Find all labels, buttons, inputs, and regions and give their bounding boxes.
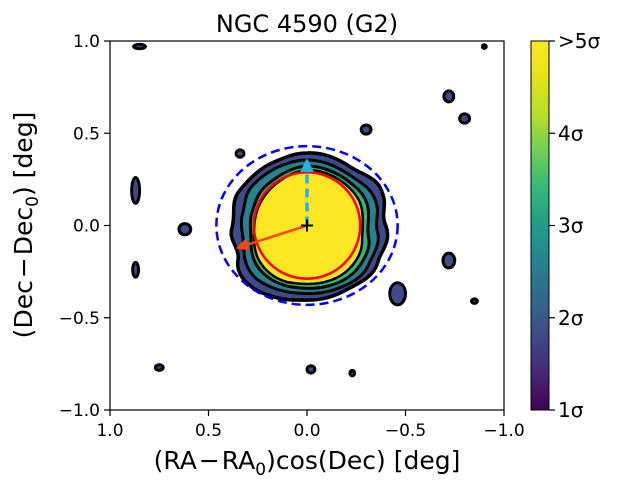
chart-title: NGC 4590 (G2) (216, 10, 398, 38)
colorbar-ticks: 1σ 2σ 3σ 4σ >5σ (549, 29, 600, 422)
contour-blob (348, 368, 357, 378)
x-tick-label: 0.0 (293, 421, 320, 441)
cluster-center-marker (301, 219, 313, 232)
colorbar-tick-label: 2σ (558, 306, 584, 330)
proper-motion-arrow (235, 224, 308, 251)
dashed-blue-circle (215, 144, 399, 307)
colorbar-tick-label: >5σ (558, 29, 600, 53)
y-tick-label: 0.5 (73, 124, 100, 144)
cluster-contour-core (252, 168, 365, 286)
solid-red-circle (252, 171, 362, 280)
contour-blob (458, 112, 472, 125)
colorbar-tick-label: 3σ (558, 214, 584, 238)
x-axis-label: (RA−RA0)cos(Dec) [deg] (154, 446, 461, 480)
x-axis-ticks: 1.0 0.5 0.0 −0.5 −1.0 (96, 410, 525, 441)
y-axis-ticks: 1.0 0.5 0.0 −0.5 −1.0 (59, 32, 110, 421)
colorbar-tick-label: 4σ (558, 121, 584, 145)
contour-blob (132, 42, 147, 51)
y-tick-label: 0.0 (73, 217, 100, 237)
contour-blob (131, 260, 141, 279)
contour-blob (480, 43, 488, 50)
x-tick-label: 0.5 (195, 421, 222, 441)
y-axis-label: (Dec−Dec0) [deg] (9, 112, 43, 339)
contour-blob (359, 123, 373, 136)
x-tick-label: −0.5 (385, 421, 426, 441)
y-tick-label: −0.5 (59, 309, 100, 329)
contour-blob (442, 89, 456, 104)
y-tick-label: 1.0 (73, 32, 100, 52)
contour-blob (469, 297, 479, 305)
contour-blobs (130, 42, 488, 378)
y-tick-label: −1.0 (59, 401, 100, 421)
colorbar-tick-label: 1σ (558, 398, 584, 422)
contour-blob (305, 364, 317, 375)
contour-blob (130, 176, 142, 205)
contour-blob (153, 363, 165, 372)
colorbar (530, 40, 550, 411)
x-tick-label: 1.0 (96, 421, 123, 441)
contour-blob (441, 251, 457, 270)
contour-blob (234, 148, 246, 159)
contour-blob (388, 281, 407, 307)
x-tick-label: −1.0 (483, 421, 524, 441)
contour-blob (177, 222, 193, 237)
